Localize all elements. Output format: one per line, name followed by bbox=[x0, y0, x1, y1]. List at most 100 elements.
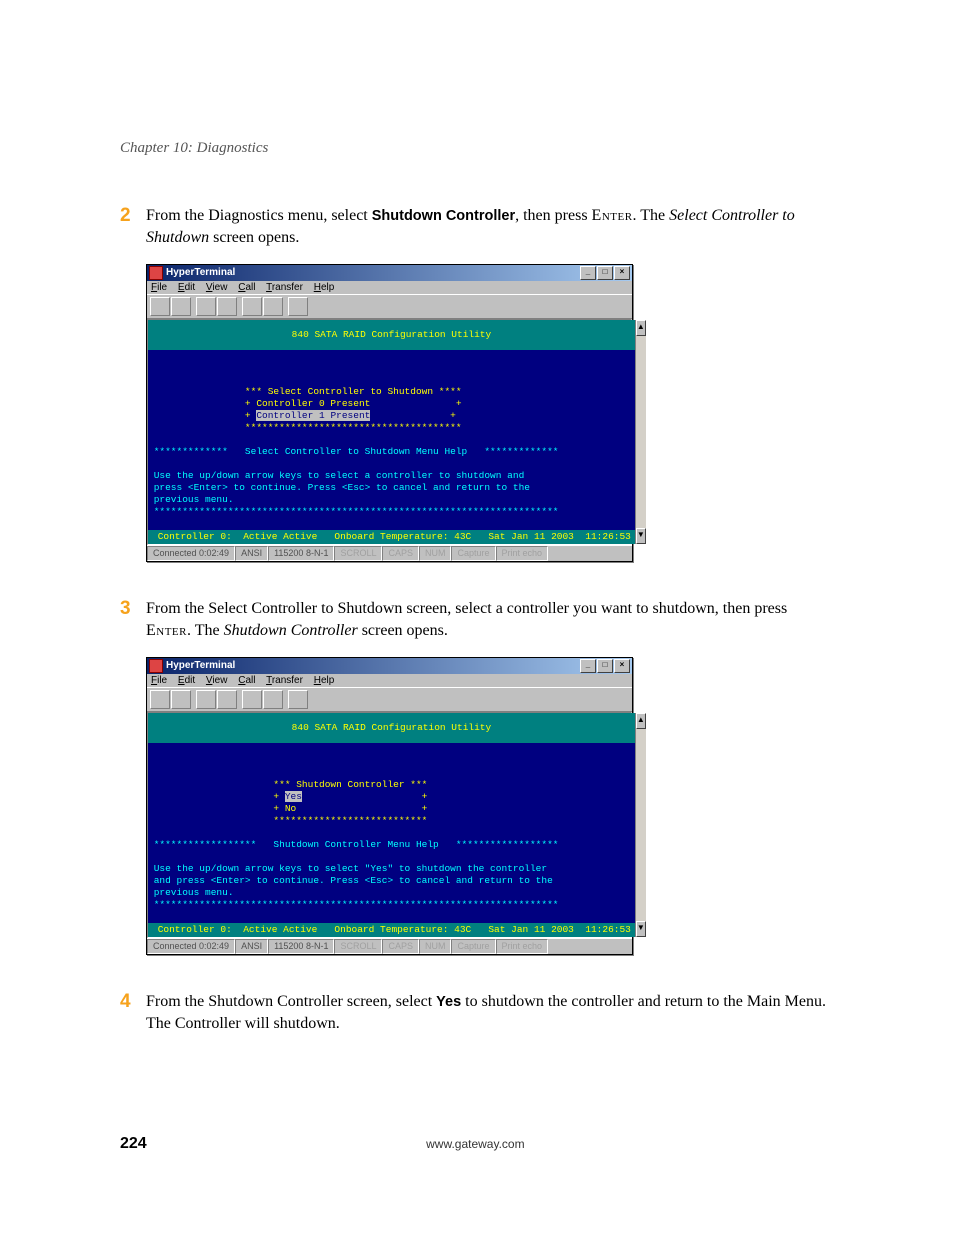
term-banner: 840 SATA RAID Configuration Utility bbox=[148, 713, 635, 743]
menubar: File Edit View Call Transfer Help bbox=[147, 281, 632, 294]
toolbar-new-icon[interactable] bbox=[150, 690, 170, 709]
toolbar-properties-icon[interactable] bbox=[288, 690, 308, 709]
toolbar-open-icon[interactable] bbox=[171, 690, 191, 709]
blank bbox=[148, 827, 154, 838]
minimize-button[interactable]: _ bbox=[580, 659, 596, 673]
toolbar-disconnect-icon[interactable] bbox=[217, 690, 237, 709]
scroll-track[interactable] bbox=[636, 729, 646, 921]
menu-file[interactable]: File bbox=[151, 675, 167, 686]
blank bbox=[148, 911, 154, 922]
menu-transfer[interactable]: Transfer bbox=[266, 675, 303, 686]
terminal-content[interactable]: 840 SATA RAID Configuration Utility *** … bbox=[148, 320, 635, 544]
blank bbox=[148, 851, 154, 862]
window-title: HyperTerminal bbox=[166, 660, 580, 671]
key-enter: Enter bbox=[592, 207, 633, 224]
menu-option-0[interactable]: + Yes + bbox=[148, 791, 427, 802]
text: screen opens. bbox=[358, 622, 448, 639]
toolbar-new-icon[interactable] bbox=[150, 297, 170, 316]
toolbar-connect-icon[interactable] bbox=[196, 297, 216, 316]
titlebar: HyperTerminal _ □ × bbox=[147, 658, 632, 674]
scroll-up-icon[interactable]: ▲ bbox=[636, 320, 646, 336]
scroll-up-icon[interactable]: ▲ bbox=[636, 713, 646, 729]
help-title: ************* Select Controller to Shutd… bbox=[148, 446, 558, 457]
scrollbar[interactable]: ▲ ▼ bbox=[635, 713, 646, 937]
text-italic: Shutdown Controller bbox=[224, 622, 358, 639]
footer-url: www.gateway.com bbox=[426, 1137, 524, 1151]
toolbar-send-icon[interactable] bbox=[242, 690, 262, 709]
status-capture: Capture bbox=[451, 939, 495, 954]
text-bold: Shutdown Controller bbox=[372, 208, 515, 224]
scrollbar[interactable]: ▲ ▼ bbox=[635, 320, 646, 544]
term-banner: 840 SATA RAID Configuration Utility bbox=[148, 320, 635, 350]
status-caps: CAPS bbox=[382, 546, 419, 561]
term-footer: Controller 0: Active Active Onboard Temp… bbox=[148, 923, 635, 937]
status-emulation: ANSI bbox=[235, 939, 268, 954]
menu-help[interactable]: Help bbox=[314, 282, 335, 293]
scroll-track[interactable] bbox=[636, 336, 646, 528]
text: From the Diagnostics menu, select bbox=[146, 207, 372, 224]
step-number: 4 bbox=[120, 991, 146, 1036]
help-line: Use the up/down arrow keys to select "Ye… bbox=[148, 863, 547, 874]
maximize-button[interactable]: □ bbox=[597, 659, 613, 673]
blank bbox=[148, 374, 154, 385]
status-caps: CAPS bbox=[382, 939, 419, 954]
toolbar-connect-icon[interactable] bbox=[196, 690, 216, 709]
menu-option-1[interactable]: + Controller 1 Present + bbox=[148, 410, 456, 421]
menu-call[interactable]: Call bbox=[238, 675, 255, 686]
menu-edit[interactable]: Edit bbox=[178, 282, 195, 293]
toolbar-receive-icon[interactable] bbox=[263, 690, 283, 709]
menu-option-1[interactable]: + No + bbox=[148, 803, 427, 814]
terminal-content[interactable]: 840 SATA RAID Configuration Utility *** … bbox=[148, 713, 635, 937]
blank bbox=[148, 755, 154, 766]
toolbar-disconnect-icon[interactable] bbox=[217, 297, 237, 316]
help-line: previous menu. bbox=[148, 494, 234, 505]
status-scroll: SCROLL bbox=[334, 546, 382, 561]
help-title: ****************** Shutdown Controller M… bbox=[148, 839, 558, 850]
menu-help[interactable]: Help bbox=[314, 675, 335, 686]
maximize-button[interactable]: □ bbox=[597, 266, 613, 280]
menu-file[interactable]: File bbox=[151, 282, 167, 293]
help-line: previous menu. bbox=[148, 887, 234, 898]
status-scroll: SCROLL bbox=[334, 939, 382, 954]
status-speed: 115200 8-N-1 bbox=[268, 546, 334, 561]
menu-divider: *************************** bbox=[148, 815, 427, 826]
app-icon bbox=[149, 266, 163, 280]
menu-title: *** Shutdown Controller *** bbox=[148, 779, 427, 790]
hyperterminal-window: HyperTerminal _ □ × File Edit View Call … bbox=[146, 264, 633, 562]
status-num: NUM bbox=[419, 939, 452, 954]
step-number: 3 bbox=[120, 598, 146, 643]
menu-option-0[interactable]: + Controller 0 Present + bbox=[148, 398, 462, 409]
menu-view[interactable]: View bbox=[206, 282, 228, 293]
status-printecho: Print echo bbox=[496, 546, 549, 561]
titlebar: HyperTerminal _ □ × bbox=[147, 265, 632, 281]
help-line: and press <Enter> to continue. Press <Es… bbox=[148, 875, 553, 886]
step-number: 2 bbox=[120, 205, 146, 250]
blank bbox=[148, 767, 154, 778]
blank bbox=[148, 434, 154, 445]
statusbar: Connected 0:02:49 ANSI 115200 8-N-1 SCRO… bbox=[147, 545, 632, 561]
menu-call[interactable]: Call bbox=[238, 282, 255, 293]
window-title: HyperTerminal bbox=[166, 267, 580, 278]
text: screen opens. bbox=[209, 229, 299, 246]
toolbar-send-icon[interactable] bbox=[242, 297, 262, 316]
menu-view[interactable]: View bbox=[206, 675, 228, 686]
app-icon bbox=[149, 659, 163, 673]
text: . The bbox=[633, 207, 670, 224]
toolbar-separator bbox=[238, 297, 241, 314]
text: . The bbox=[187, 622, 224, 639]
toolbar-receive-icon[interactable] bbox=[263, 297, 283, 316]
scroll-down-icon[interactable]: ▼ bbox=[636, 921, 646, 937]
close-button[interactable]: × bbox=[614, 266, 630, 280]
key-enter: Enter bbox=[146, 622, 187, 639]
menu-transfer[interactable]: Transfer bbox=[266, 282, 303, 293]
status-emulation: ANSI bbox=[235, 546, 268, 561]
page-footer: 224 www.gateway.com bbox=[120, 1135, 834, 1153]
scroll-down-icon[interactable]: ▼ bbox=[636, 528, 646, 544]
hyperterminal-window: HyperTerminal _ □ × File Edit View Call … bbox=[146, 657, 633, 955]
toolbar-open-icon[interactable] bbox=[171, 297, 191, 316]
toolbar-properties-icon[interactable] bbox=[288, 297, 308, 316]
minimize-button[interactable]: _ bbox=[580, 266, 596, 280]
close-button[interactable]: × bbox=[614, 659, 630, 673]
statusbar: Connected 0:02:49 ANSI 115200 8-N-1 SCRO… bbox=[147, 938, 632, 954]
menu-edit[interactable]: Edit bbox=[178, 675, 195, 686]
